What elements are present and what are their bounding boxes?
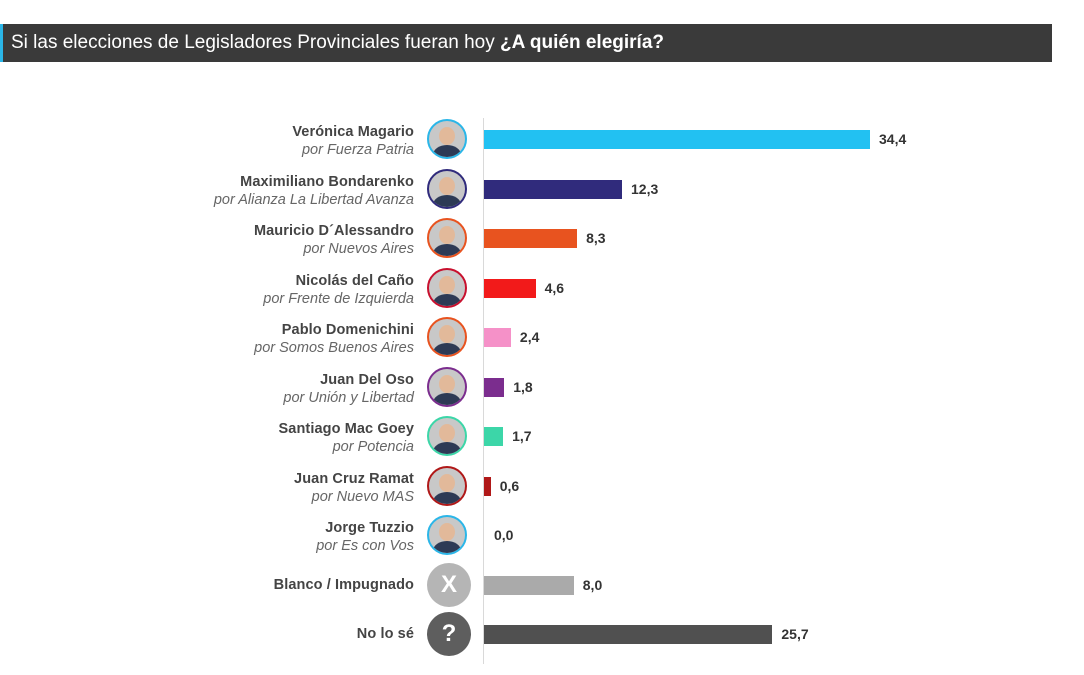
bar <box>484 278 536 298</box>
title-question: ¿A quién elegiría? <box>500 32 664 53</box>
axis-line <box>483 118 484 664</box>
candidate-avatar <box>427 168 467 209</box>
party-name: por Es con Vos <box>316 538 414 554</box>
party-name: por Nuevos Aires <box>303 241 414 257</box>
candidate-name: Verónica Magario <box>292 124 414 140</box>
row-label: Nicolás del Caño por Frente de Izquierda <box>263 272 414 308</box>
candidate-name: Mauricio D´Alessandro <box>253 223 414 239</box>
candidate-avatar <box>427 119 467 159</box>
bar-row: Juan Del Oso por Unión y Libertad 1,8 <box>0 366 1084 414</box>
candidate-avatar <box>427 218 467 258</box>
bar-row: No lo sé? 25,7 <box>0 610 1084 661</box>
row-label: Blanco / Impugnado <box>274 561 414 609</box>
title-plain: Si las elecciones de Legisladores Provin… <box>11 32 500 53</box>
bar <box>484 427 504 446</box>
row-label: Juan Del Oso por Unión y Libertad <box>283 371 414 407</box>
bar-row: Blanco / Impugnado X 8,0 <box>0 561 1084 612</box>
candidate-name: Santiago Mac Goey <box>278 421 414 437</box>
bar-row: Maximiliano Bondarenko por Alianza La Lib… <box>0 168 1084 216</box>
bar-row: Verónica Magario por Fuerza Patria 34,4 <box>0 118 1084 166</box>
value-label: 34,4 <box>879 131 907 147</box>
party-name: por Unión y Libertad <box>283 389 414 406</box>
candidate-name: Juan Del Oso <box>320 371 414 388</box>
candidate-avatar <box>427 416 467 456</box>
question-icon: ? <box>427 612 471 656</box>
candidate-name: No lo sé <box>356 626 414 642</box>
value-label: 1,8 <box>513 378 533 395</box>
row-label: Mauricio D´Alessandro por Nuevos Aires <box>254 222 414 258</box>
candidate-avatar <box>427 317 467 357</box>
row-label: Maximiliano Bondarenko por Alianza La Lib… <box>214 173 414 209</box>
bar <box>484 476 491 496</box>
bar <box>484 229 578 248</box>
party-name: por Potencia <box>332 439 414 455</box>
candidate-name: Nicolás del Caño <box>295 272 414 289</box>
bar-row: Juan Cruz Ramat por Nuevo MAS 0,6 <box>0 465 1084 513</box>
party-name: por Frente de Izquierda <box>263 290 414 307</box>
blank-vote-icon: X <box>427 562 471 607</box>
party-name: por Somos Buenos Aires <box>254 340 414 356</box>
party-name: por Fuerza Patria <box>301 142 414 158</box>
row-label: Jorge Tuzzio por Es con Vos <box>316 519 414 555</box>
bar <box>484 377 505 397</box>
value-label: 25,7 <box>781 626 809 642</box>
bar <box>484 575 574 595</box>
candidate-name: Blanco / Impugnado <box>273 576 414 593</box>
value-label: 2,4 <box>519 329 540 345</box>
party-name: por Nuevo MAS <box>311 488 414 505</box>
value-label: 1,7 <box>512 428 532 444</box>
bar <box>484 328 511 347</box>
bar-row: Mauricio D´Alessandro por Nuevos Aires 8,3 <box>0 217 1084 265</box>
candidate-avatar <box>427 267 467 308</box>
bar-row: Pablo Domenichini por Somos Buenos Aires 2… <box>0 316 1084 364</box>
bar <box>484 179 623 199</box>
row-label: Pablo Domenichini por Somos Buenos Aires <box>254 321 414 357</box>
value-label: 0,0 <box>494 527 514 543</box>
value-label: 8,3 <box>586 230 606 246</box>
row-label: Verónica Magario por Fuerza Patria <box>292 123 414 159</box>
row-label: Juan Cruz Ramat por Nuevo MAS <box>294 470 414 506</box>
value-label: 0,6 <box>499 477 520 494</box>
value-label: 4,6 <box>544 279 565 296</box>
chart-title: Si las elecciones de Legisladores Provin… <box>0 24 1052 62</box>
candidate-name: Maximiliano Bondarenko <box>240 173 414 190</box>
bar <box>484 130 870 149</box>
bar <box>484 625 773 644</box>
bar-row: Santiago Mac Goey por Potencia 1,7 <box>0 415 1084 463</box>
bar-row: Jorge Tuzzio por Es con Vos 0,0 <box>0 514 1084 562</box>
candidate-name: Jorge Tuzzio <box>325 520 414 536</box>
candidate-avatar <box>427 366 467 407</box>
candidate-avatar <box>427 515 467 555</box>
bar-row: Nicolás del Caño por Frente de Izquierda 4… <box>0 267 1084 315</box>
candidate-avatar <box>427 465 467 506</box>
party-name: por Alianza La Libertad Avanza <box>213 191 414 208</box>
row-label: Santiago Mac Goey por Potencia <box>279 420 414 456</box>
candidate-name: Pablo Domenichini <box>281 322 414 338</box>
candidate-name: Juan Cruz Ramat <box>294 470 414 487</box>
value-label: 12,3 <box>631 180 659 197</box>
row-label: No lo sé <box>357 610 414 658</box>
value-label: 8,0 <box>582 576 603 593</box>
